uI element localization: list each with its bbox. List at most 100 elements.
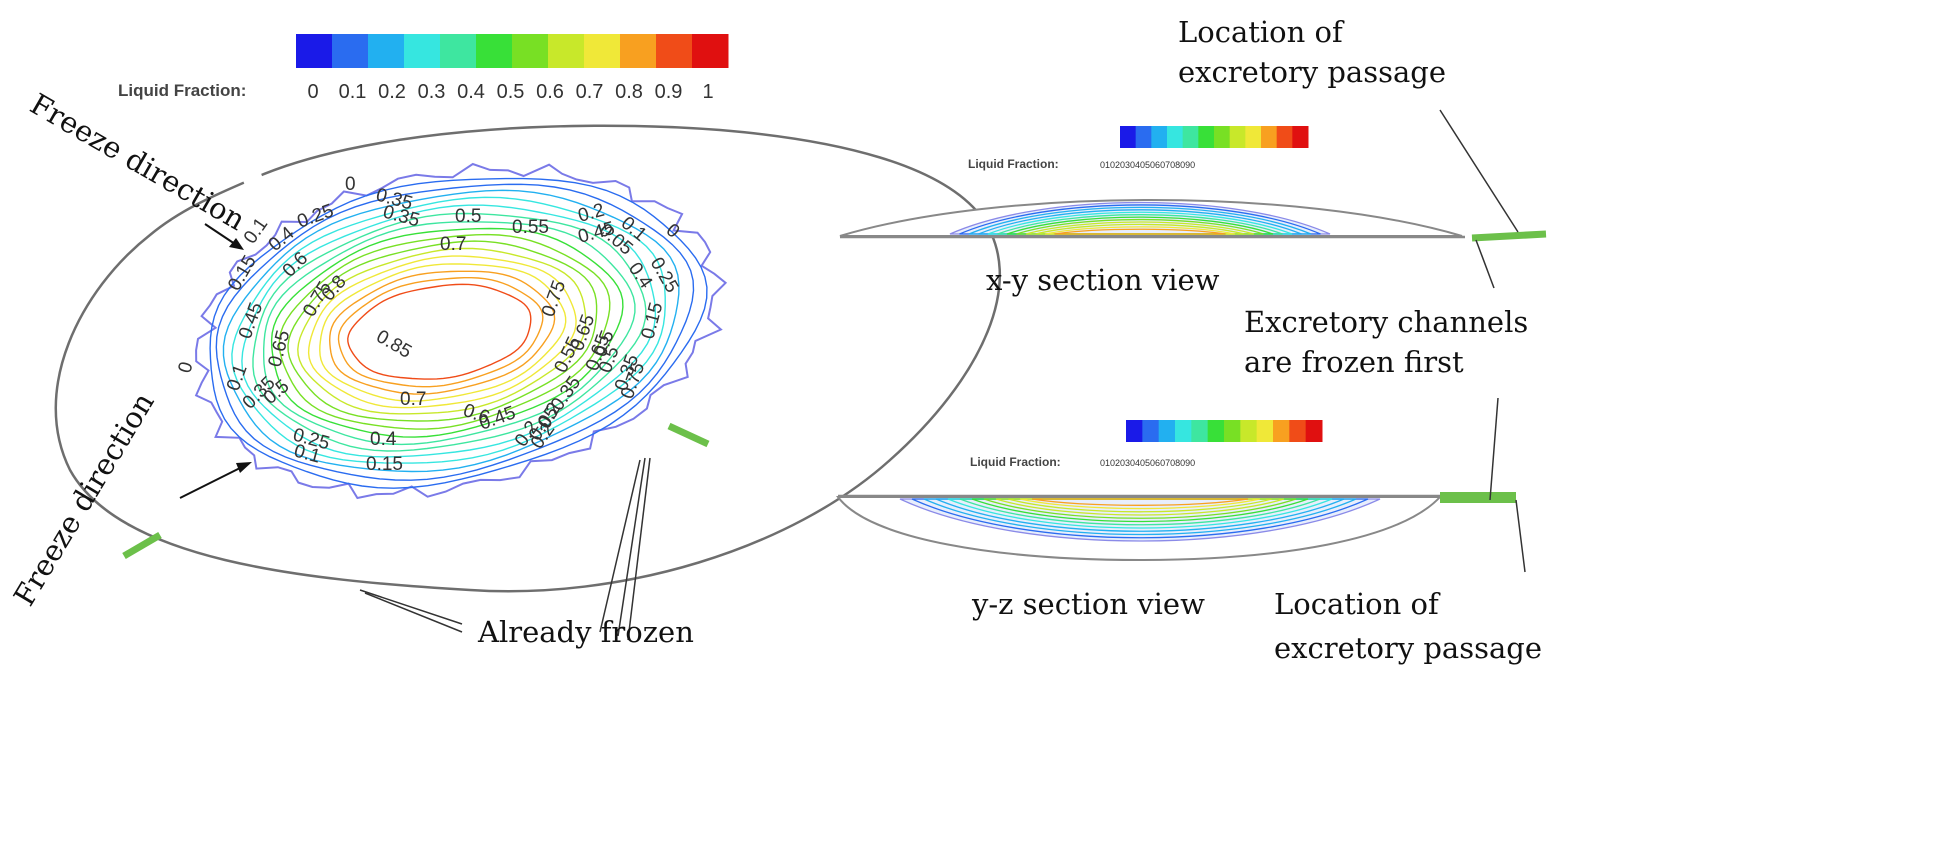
colorbar-cell xyxy=(296,34,333,68)
yz-section-label: y-z section view xyxy=(971,587,1205,621)
colorbar-cell xyxy=(1167,126,1184,148)
contour-line xyxy=(270,227,624,438)
colorbar-cells xyxy=(296,34,729,68)
contour-line xyxy=(194,162,728,500)
xy-excretory-passage-marker xyxy=(1471,230,1547,242)
colorbar-cell xyxy=(1158,420,1176,442)
contour-label: 0.15 xyxy=(366,454,403,475)
colorbar-tick-label: 0.6 xyxy=(536,81,564,103)
colorbar-cell xyxy=(440,34,477,68)
section-contour-line xyxy=(978,209,1302,235)
freeze-arrowhead-bottom-icon xyxy=(236,462,252,473)
location-bottom-line2: excretory passage xyxy=(1274,631,1542,665)
colorbar-cell xyxy=(1261,126,1278,148)
section-contour-line xyxy=(1007,498,1273,513)
excretory-passage-marker-right xyxy=(667,422,710,448)
contour-label: 0.85 xyxy=(373,326,416,363)
section-contour-line xyxy=(1044,226,1236,235)
section-contour-line xyxy=(949,201,1331,235)
colorbar-cell xyxy=(1224,420,1241,442)
contour-label: 0 xyxy=(175,360,198,376)
colorbar-cell xyxy=(1191,420,1209,442)
colorbar-cell xyxy=(1256,420,1274,442)
yz-section-view: Liquid Fraction: 0102030405060708090 y-z… xyxy=(836,397,1542,665)
contour-line xyxy=(222,189,680,473)
contour-label: 0.7 xyxy=(440,234,466,255)
section-contour-line xyxy=(899,498,1381,542)
colorbar-tick-label: 0.1 xyxy=(339,81,367,103)
contour-label: 0.25 xyxy=(295,200,337,232)
colorbar-cell xyxy=(1292,126,1309,148)
colorbar-cell xyxy=(476,34,513,68)
main-colorbar: Liquid Fraction: 0 0.1 0.2 0.3 0.4 0.5 0.6 0.7 0… xyxy=(118,34,729,103)
colorbar-cell xyxy=(512,34,549,68)
section-contour-line xyxy=(1006,216,1274,235)
xy-section-label: x-y section view xyxy=(986,263,1220,297)
colorbar-tick-label: 0.2 xyxy=(378,81,406,103)
contour-line xyxy=(209,177,708,489)
location-top-line2: excretory passage xyxy=(1178,55,1446,89)
colorbar-tick-label: 0.7 xyxy=(576,81,604,103)
contour-label: 0.55 xyxy=(512,217,549,238)
yz-colorbar xyxy=(1126,420,1323,442)
contour-label: 0.7 xyxy=(400,389,426,410)
contour-label: 0.6 xyxy=(279,248,313,282)
contour-line xyxy=(215,183,695,481)
colorbar-cell xyxy=(1135,126,1152,148)
contour-line xyxy=(319,263,567,402)
colorbar-cell xyxy=(1182,126,1199,148)
colorbar-cell xyxy=(1207,420,1225,442)
colorbar-tick-label: 0.4 xyxy=(457,81,485,103)
contour-line xyxy=(337,277,544,388)
xy-channel-leader xyxy=(1475,239,1495,289)
yz-colorbar-ticks: 0102030405060708090 xyxy=(1100,458,1195,468)
section-contour-line xyxy=(923,498,1357,536)
section-contour-line xyxy=(1016,218,1264,235)
colorbar-tick-label: 0 xyxy=(307,81,318,103)
section-contour-line xyxy=(947,498,1333,529)
channels-line2: are frozen first xyxy=(1244,345,1464,379)
yz-colorbar-title: Liquid Fraction: xyxy=(970,455,1061,469)
colorbar-cell xyxy=(1198,126,1215,148)
section-contour-line xyxy=(997,214,1283,235)
contour-label: 0.15 xyxy=(638,300,668,341)
location-top-line1: Location of xyxy=(1178,15,1345,49)
section-contour-line xyxy=(968,206,1312,235)
colorbar-cell xyxy=(548,34,585,68)
contour-line xyxy=(328,270,556,395)
section-contour-line xyxy=(983,498,1297,519)
contour-line xyxy=(231,196,666,464)
colorbar-cell xyxy=(1289,420,1307,442)
colorbar-cell xyxy=(1214,126,1231,148)
section-contour-line xyxy=(935,498,1345,532)
colorbar-cell xyxy=(620,34,657,68)
freeze-arrow-top xyxy=(204,223,239,247)
colorbar-cell xyxy=(1245,126,1262,148)
section-contour-line xyxy=(959,498,1321,526)
colorbar-cell xyxy=(584,34,621,68)
colorbar-tick-label: 0.5 xyxy=(497,81,525,103)
channels-line1: Excretory channels xyxy=(1244,305,1528,339)
xy-section-contours xyxy=(949,201,1331,235)
contour-line xyxy=(263,221,636,446)
section-contour-line xyxy=(1035,223,1245,235)
colorbar-ticks: 0 0.1 0.2 0.3 0.4 0.5 0.6 0.7 0.8 0.9 1 xyxy=(307,81,713,103)
section-contour-line xyxy=(987,211,1293,235)
contour-line xyxy=(347,283,532,380)
xy-section-view: Liquid Fraction: 0102030405060708090 x-y… xyxy=(839,15,1547,379)
colorbar-cell xyxy=(656,34,693,68)
section-contour-line xyxy=(971,498,1309,523)
section-contour-line xyxy=(1054,228,1226,235)
colorbar-cell xyxy=(692,34,729,68)
top-view-diagram: 0 0.35 0.35 0.25 0.1 0.15 0.4 0.6 0.5 0.… xyxy=(7,87,1002,649)
colorbar-cell xyxy=(332,34,369,68)
freeze-direction-label-bottom: Freeze direction xyxy=(7,387,161,612)
colorbar-cell xyxy=(1305,420,1323,442)
section-contour-line xyxy=(1019,498,1261,510)
colorbar-cell xyxy=(1151,126,1168,148)
contour-line xyxy=(307,255,577,409)
contour-line xyxy=(241,204,657,458)
contour-label: 0.4 xyxy=(370,429,397,450)
colorbar-tick-label: 0.9 xyxy=(655,81,683,103)
